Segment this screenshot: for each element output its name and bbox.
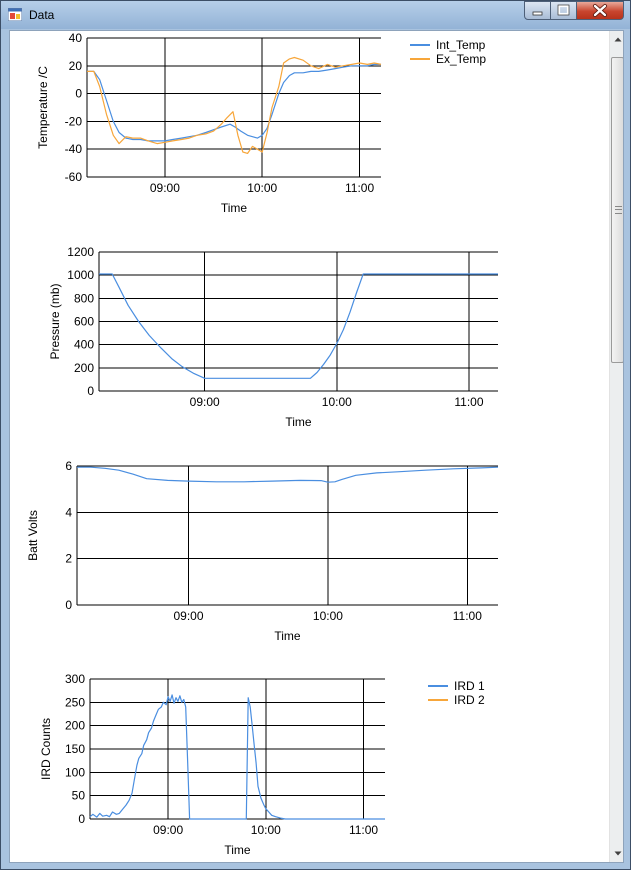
minimize-button[interactable] <box>524 1 551 20</box>
chart-1-legend-label: Ex_Temp <box>436 52 486 66</box>
chart-3-y-axis-label: Batt Volts <box>26 510 40 561</box>
chart-2-y-tick-label: 0 <box>87 384 94 398</box>
chart-3-y-tick-label: 2 <box>65 552 72 566</box>
chart-2-series-pressure-line <box>99 273 498 379</box>
chart-4-y-tick-label: 300 <box>65 672 85 686</box>
app-icon <box>8 8 22 21</box>
chart-1-y-tick-label: 20 <box>69 59 83 73</box>
chart-1-y-tick-label: -20 <box>65 114 83 128</box>
chart-4-y-tick-label: 100 <box>65 765 85 779</box>
chart-2-y-tick-label: 600 <box>74 315 94 329</box>
chart-4-x-tick-label: 11:00 <box>349 823 378 837</box>
chart-3-x-tick-label: 11:00 <box>453 609 482 623</box>
chart-1-y-tick-label: 0 <box>75 87 82 101</box>
grip-icon <box>615 206 622 214</box>
close-button[interactable] <box>576 1 624 20</box>
vertical-scrollbar[interactable] <box>609 31 624 862</box>
window-title: Data <box>29 8 55 22</box>
chart-2-y-tick-label: 400 <box>74 338 94 352</box>
chart-2-y-tick-label: 1000 <box>67 268 94 282</box>
chart-3-x-tick-label: 09:00 <box>174 609 204 623</box>
chart-1-y-tick-label: -60 <box>65 170 83 184</box>
chart-2-y-tick-label: 800 <box>74 291 94 305</box>
close-icon <box>593 4 607 17</box>
chart-1-x-axis-label: Time <box>221 201 248 215</box>
chart-1-legend-label: Int_Temp <box>436 38 486 52</box>
chart-1-y-axis-label: Temperature /C <box>36 66 50 149</box>
chart-3-x-tick-label: 10:00 <box>313 609 343 623</box>
chart-4-y-tick-label: 250 <box>65 695 85 709</box>
chart-1-series-ex-temp-line <box>87 56 382 155</box>
scroll-down-icon[interactable] <box>610 845 624 862</box>
chart-4-x-tick-label: 09:00 <box>153 823 183 837</box>
chart-3-y-tick-label: 0 <box>65 598 72 612</box>
chart-2-x-axis-label: Time <box>285 415 312 429</box>
chart-2-x-tick-label: 10:00 <box>322 395 352 409</box>
title-bar[interactable]: Data <box>1 1 630 29</box>
chart-4-y-tick-label: 50 <box>72 789 86 803</box>
chart-4-legend-label: IRD 2 <box>454 693 485 707</box>
chart-4-y-tick-label: 0 <box>78 812 85 826</box>
chart-2-y-tick-label: 200 <box>74 361 94 375</box>
chart-4-legend-label: IRD 1 <box>454 679 485 693</box>
chart-2-y-tick-label: 1200 <box>67 245 94 259</box>
chart-3-x-axis-label: Time <box>274 629 301 643</box>
chart-2-y-axis-label: Pressure (mb) <box>48 283 62 359</box>
chart-1-y-tick-label: 40 <box>69 31 83 45</box>
scroll-thumb[interactable] <box>611 57 623 363</box>
chart-1-x-tick-label: 09:00 <box>150 181 180 195</box>
chart-1-series-int-temp-line <box>87 63 381 142</box>
chart-4-y-axis-label: IRD Counts <box>39 718 53 780</box>
chart-4-y-tick-label: 150 <box>65 742 85 756</box>
chart-4-y-tick-label: 200 <box>65 719 85 733</box>
chart-3-y-tick-label: 6 <box>65 459 72 473</box>
maximize-button[interactable] <box>550 1 577 20</box>
chart-3-series-batt-volts-line <box>77 466 499 483</box>
chart-3-y-tick-label: 4 <box>65 505 72 519</box>
chart-1-y-tick-label: -40 <box>65 142 83 156</box>
chart-1-x-tick-label: 11:00 <box>345 181 374 195</box>
chart-2-x-tick-label: 11:00 <box>454 395 483 409</box>
chart-4-x-axis-label: Time <box>224 843 251 857</box>
minimize-icon <box>532 11 543 16</box>
scroll-up-icon[interactable] <box>610 31 624 48</box>
client-area: -60 -40 -20 0 20 40 09:00 10:00 11:00 Time Tempera… <box>9 30 624 863</box>
chart-1-x-tick-label: 10:00 <box>247 181 277 195</box>
chart-2-x-tick-label: 09:00 <box>190 395 220 409</box>
chart-4-x-tick-label: 10:00 <box>251 823 281 837</box>
chart-4-series-ird-1-line <box>89 694 385 820</box>
maximize-icon <box>557 4 570 16</box>
